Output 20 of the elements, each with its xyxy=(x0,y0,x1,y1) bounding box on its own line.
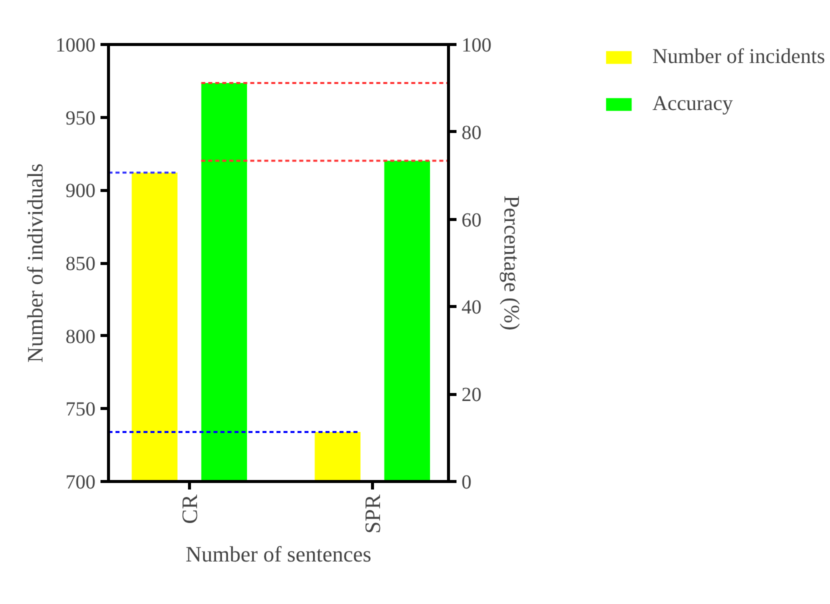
y-tick-label: 800 xyxy=(66,326,96,348)
y2-tick-label: 100 xyxy=(462,34,492,56)
y-tick-label: 700 xyxy=(66,472,96,494)
y-tick-label: 850 xyxy=(66,253,96,275)
x-tick-label: CR xyxy=(176,494,202,524)
x-axis-title: Number of sentences xyxy=(186,542,372,567)
y-tick-label: 950 xyxy=(66,107,96,130)
y-tick-label: 1000 xyxy=(56,34,96,56)
y2-tick-label: 80 xyxy=(462,122,482,144)
x-tick-label: SPR xyxy=(360,494,385,534)
legend-label: Number of incidents xyxy=(652,44,825,69)
y2-axis-title: Percentage (%) xyxy=(500,196,524,330)
y-tick-label: 900 xyxy=(66,180,96,202)
legend-label: Accuracy xyxy=(652,91,733,116)
y2-tick-label: 0 xyxy=(462,472,472,494)
y2-tick-label: 60 xyxy=(462,209,482,232)
y2-tick-label: 40 xyxy=(462,296,482,319)
y-tick-label: 750 xyxy=(66,398,96,421)
y2-tick-label: 20 xyxy=(462,384,482,406)
y-axis-title: Number of individuals xyxy=(22,163,48,363)
